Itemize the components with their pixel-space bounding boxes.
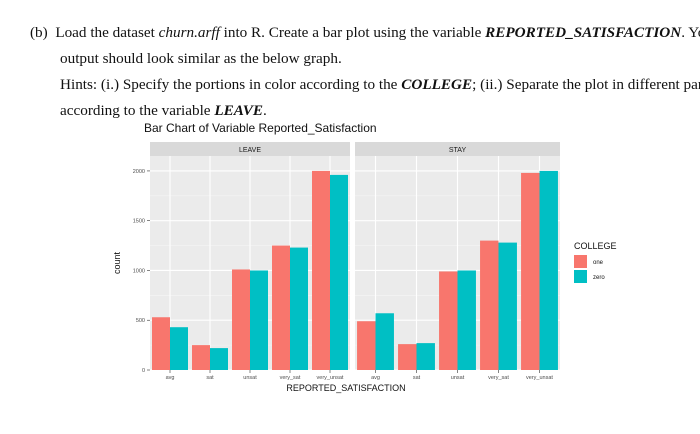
question-line-3: Hints: (i.) Specify the portions in colo… [30,72,700,98]
bar [480,240,499,370]
question-text-segment: ; (ii.) Separate the plot in different p… [472,76,700,93]
bar [192,345,210,370]
x-tick-label: unsat [451,375,465,381]
bar [521,172,540,370]
facet-strip [150,142,350,156]
x-tick-label: sat [206,375,214,381]
bar [250,270,268,370]
y-tick-label: 0 [142,368,145,374]
bar-chart: LEAVE avg sat unsat very_sat very_unsat STAY av… [112,142,617,393]
x-tick-label: very_sat [488,375,509,381]
legend-title: COLLEGE [574,241,617,251]
question-text-segment: . [263,102,267,119]
y-axis-label: count [112,251,122,274]
legend-swatch [574,255,587,268]
question-text-segment: Load the dataset [55,24,159,41]
legend-label: one [593,260,604,266]
bar [416,343,435,370]
bar [439,271,458,370]
bar [375,313,394,370]
bar [170,327,188,370]
chart-title: Bar Chart of Variable Reported_Satisfact… [144,121,377,135]
bar [210,348,228,370]
variable-name: REPORTED_SATISFACTION [485,24,682,41]
question-label: (b) [30,24,48,41]
question-text: (b) Load the dataset churn.arff into R. … [30,20,700,124]
x-tick-label: unsat [243,375,257,381]
bar [330,174,348,370]
bar [272,245,290,370]
bar [312,170,330,370]
dataset-name: churn.arff [158,24,220,41]
college-variable: COLLEGE [401,76,473,93]
y-tick-label: 1000 [133,268,145,274]
leave-variable: LEAVE [214,102,264,119]
bar [232,269,250,370]
y-tick-label: 500 [136,318,145,324]
facet-label: STAY [449,147,467,154]
x-tick-label: very_sat [280,375,301,381]
question-line-1: (b) Load the dataset churn.arff into R. … [30,20,700,46]
legend-label: zero [593,275,605,281]
question-line-2: output should look similar as the below … [60,50,342,67]
bar [152,317,170,370]
y-tick-label: 2000 [133,169,145,175]
facet-strip [355,142,560,156]
question-text-segment: according to the variable [60,102,215,119]
bar [357,321,376,370]
legend-swatch [574,270,587,283]
x-axis-label: REPORTED_SATISFACTION [286,383,405,393]
x-tick-label: avg [166,375,175,381]
bar [539,170,558,370]
x-tick-label: sat [413,375,421,381]
bar [398,344,417,370]
x-tick-label: very_unsat [526,375,553,381]
bar [498,242,517,370]
bar [457,270,476,370]
question-text-segment: into R. Create a bar plot using the vari… [219,24,486,41]
bar [290,247,308,370]
question-text-segment: Hints: (i.) Specify the portions in colo… [60,76,402,93]
x-tick-label: avg [371,375,380,381]
question-line-4: according to the variable LEAVE. [30,98,690,124]
bar-chart-figure: Bar Chart of Variable Reported_Satisfact… [100,118,660,418]
x-tick-label: very_unsat [317,375,344,381]
y-tick-label: 1500 [133,219,145,225]
facet-label: LEAVE [239,147,261,154]
question-text-segment: . Your [681,24,700,41]
